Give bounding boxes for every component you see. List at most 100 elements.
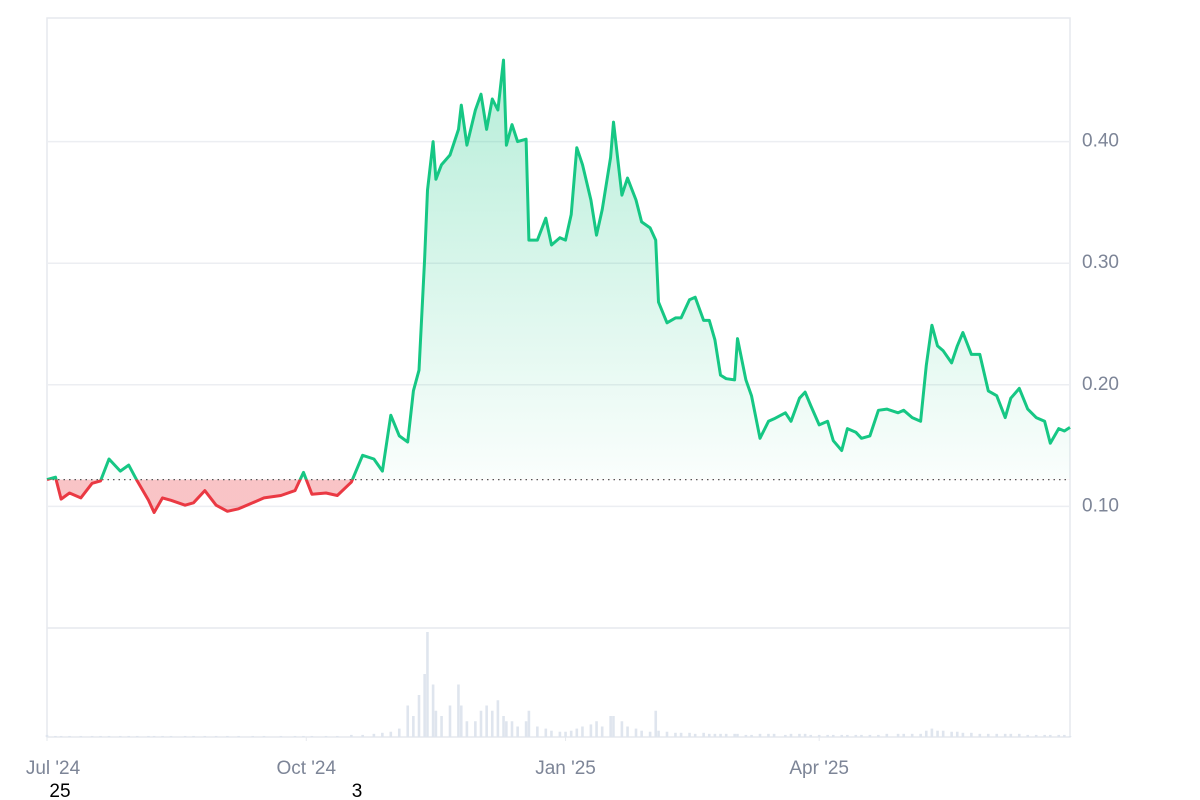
volume-bar — [910, 733, 914, 737]
volume-bar — [381, 732, 384, 737]
y-tick-label: 0.20 — [1082, 374, 1119, 395]
volume-bar — [372, 733, 376, 737]
volume-bar — [1048, 734, 1052, 737]
y-tick-label: 0.30 — [1082, 252, 1119, 273]
volume-bar — [59, 735, 63, 737]
volume-bar — [485, 705, 488, 737]
volume-bar — [279, 735, 283, 737]
volume-bar — [516, 726, 519, 737]
volume-bar — [1034, 734, 1038, 737]
volume-bar — [510, 721, 514, 737]
volume-bar — [496, 700, 500, 737]
volume-bar — [118, 735, 122, 737]
volume-bar — [772, 733, 776, 737]
volume-bar — [784, 734, 787, 737]
volume-bar — [68, 735, 71, 737]
volume-bar — [412, 716, 415, 737]
volume-bar — [90, 735, 94, 737]
volume-bar — [693, 733, 697, 737]
volume-bar — [1026, 734, 1030, 737]
volume-bar — [550, 730, 553, 737]
volume-bar — [397, 728, 401, 737]
volume-bar — [147, 735, 150, 737]
volume-bar — [733, 733, 736, 737]
volume-bar — [251, 735, 255, 737]
volume-bar — [758, 733, 762, 737]
volume-bar — [846, 734, 849, 737]
volume-bar — [45, 734, 49, 737]
volume-bar — [919, 733, 922, 737]
volume-bar — [423, 674, 426, 737]
volume-bar — [262, 735, 266, 737]
volume-bar — [302, 735, 305, 737]
volume-bar — [789, 733, 793, 737]
volume-bar — [575, 728, 579, 737]
volume-bar — [612, 716, 615, 737]
volume-bar — [595, 721, 598, 737]
volume-bar — [448, 705, 452, 737]
volume-bar — [679, 732, 683, 737]
volume-bar — [440, 716, 443, 737]
volume-bar — [457, 684, 460, 737]
volume-bar — [961, 732, 965, 737]
volume-bar — [169, 735, 173, 737]
volume-bar — [620, 721, 624, 737]
volume-bar — [161, 735, 164, 737]
volume-bar — [736, 733, 739, 737]
volume-bar — [310, 735, 314, 737]
volume-bar — [226, 735, 229, 737]
volume-bar — [502, 716, 505, 737]
volume-bar — [817, 734, 821, 737]
plot-frame — [46, 17, 1071, 738]
volume-bar — [626, 726, 629, 737]
volume-bar — [674, 732, 677, 737]
volume-bar — [1068, 735, 1072, 737]
volume-bar — [600, 726, 604, 737]
volume-bar — [135, 735, 139, 737]
x-tick-label: Apr '25 — [789, 758, 849, 779]
volume-bar — [719, 733, 722, 737]
volume-bar — [350, 734, 353, 737]
volume-bar — [324, 735, 328, 737]
volume-bar — [79, 735, 83, 737]
volume-bar — [648, 731, 652, 737]
volume-bar — [995, 733, 999, 737]
volume-bar — [479, 710, 483, 737]
volume-bar — [505, 721, 508, 737]
volume-bar — [183, 735, 187, 737]
price-area — [47, 60, 1070, 513]
volume-bar — [950, 731, 953, 737]
volume-bar — [657, 730, 660, 737]
volume-bar — [192, 735, 195, 737]
volume-bar — [54, 735, 57, 737]
volume-bar — [558, 731, 562, 737]
volume-bar — [426, 632, 429, 737]
volume-bar — [896, 733, 900, 737]
x-tick-label: Jan '25 — [535, 758, 596, 779]
volume-bar — [724, 733, 728, 737]
volume-bar — [798, 733, 801, 737]
volume-bar — [831, 734, 835, 737]
volume-bar — [203, 735, 207, 737]
y-tick-label: 0.40 — [1082, 131, 1119, 152]
volume-bar — [417, 695, 421, 737]
volume-bar — [107, 735, 111, 737]
volume-bar — [688, 732, 691, 737]
volume-bar — [293, 735, 297, 737]
volume-bar — [930, 728, 934, 737]
volume-bar — [1003, 733, 1007, 737]
volume-bar — [634, 728, 638, 737]
volume-bar — [361, 734, 364, 737]
volume-bar — [589, 724, 593, 737]
x-tick-label: Jul '24 — [26, 758, 81, 779]
volume-bar — [99, 735, 102, 737]
volume-bar — [640, 730, 643, 737]
volume-bar — [702, 732, 705, 737]
volume-bar — [1009, 733, 1013, 737]
volume-bar — [490, 710, 494, 737]
price-line — [46, 58, 1071, 514]
volume-bar — [809, 734, 813, 737]
volume-bar — [941, 730, 945, 737]
volume-bar — [434, 710, 438, 737]
